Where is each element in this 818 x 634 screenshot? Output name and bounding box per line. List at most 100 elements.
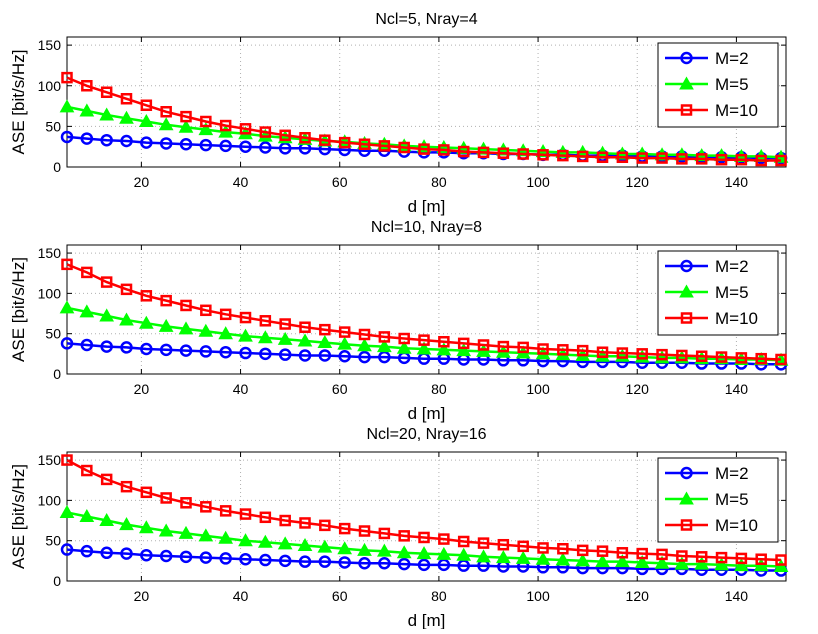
data-point xyxy=(138,315,154,329)
data-point xyxy=(279,514,291,527)
data-point xyxy=(218,326,234,340)
x-tick-label: 120 xyxy=(626,174,650,190)
data-point xyxy=(476,549,491,563)
data-point xyxy=(219,119,232,132)
data-point xyxy=(200,501,212,513)
data-point xyxy=(755,352,767,365)
legend-label: M=5 xyxy=(715,283,749,302)
data-point xyxy=(319,134,331,146)
data-point xyxy=(119,517,134,531)
data-point xyxy=(219,139,232,153)
data-point xyxy=(140,290,153,302)
data-point xyxy=(259,347,272,361)
x-tick-label: 100 xyxy=(526,381,550,397)
data-point xyxy=(557,543,569,555)
x-tick-label: 140 xyxy=(725,381,749,397)
data-point xyxy=(616,547,629,559)
data-point xyxy=(318,349,332,362)
data-point xyxy=(119,110,134,124)
data-point xyxy=(278,554,292,568)
y-tick-label: 50 xyxy=(45,326,61,342)
data-point xyxy=(378,331,391,343)
data-point xyxy=(218,530,234,544)
data-point xyxy=(418,531,430,544)
legend-marker xyxy=(680,312,693,324)
data-point xyxy=(198,528,214,542)
legend-entry-M=2: M=2 xyxy=(665,464,749,483)
data-point xyxy=(259,315,272,327)
data-point xyxy=(676,550,688,562)
data-point xyxy=(200,115,212,128)
data-point xyxy=(81,464,93,477)
data-point xyxy=(735,352,748,364)
data-point xyxy=(138,113,154,127)
data-point xyxy=(238,533,253,547)
data-point xyxy=(456,343,472,357)
data-point xyxy=(674,556,690,570)
data-point xyxy=(676,349,688,362)
data-point xyxy=(555,552,571,566)
data-point xyxy=(357,338,372,352)
data-point xyxy=(100,86,113,98)
data-point xyxy=(616,347,629,359)
data-point xyxy=(80,544,94,558)
x-tick-label: 60 xyxy=(332,588,348,604)
y-tick-label: 0 xyxy=(53,159,61,175)
data-point xyxy=(338,522,351,535)
data-point xyxy=(695,153,708,165)
data-point xyxy=(337,336,353,350)
data-point xyxy=(140,99,153,111)
data-point xyxy=(199,551,213,564)
data-point xyxy=(496,550,511,564)
legend-marker xyxy=(680,466,693,480)
series-line xyxy=(66,76,781,162)
data-point xyxy=(179,344,193,357)
legend-label: M=5 xyxy=(715,75,749,94)
series-line xyxy=(66,458,782,562)
series-M=10 xyxy=(61,454,787,566)
data-point xyxy=(299,321,311,333)
chart-title: Ncl=5, Nray=4 xyxy=(375,11,477,28)
data-point xyxy=(596,346,609,358)
data-point xyxy=(120,283,133,296)
legend-marker xyxy=(680,519,693,531)
data-point xyxy=(317,539,333,553)
data-point xyxy=(180,299,192,312)
data-point xyxy=(537,542,549,554)
legend-entry-M=5: M=5 xyxy=(665,283,749,302)
legend-label: M=2 xyxy=(715,257,749,276)
data-point xyxy=(636,348,648,360)
data-point xyxy=(298,555,312,568)
y-tick-label: 50 xyxy=(45,533,61,549)
data-point xyxy=(219,505,232,517)
data-point xyxy=(755,553,767,565)
data-point xyxy=(120,547,133,560)
data-point xyxy=(299,517,311,529)
y-axis-label: ASE [bit/s/Hz] xyxy=(9,50,28,155)
data-point xyxy=(595,554,610,568)
data-point xyxy=(497,340,510,353)
data-point xyxy=(376,543,392,557)
y-tick-label: 100 xyxy=(38,285,62,301)
x-tick-label: 120 xyxy=(626,381,650,397)
data-point xyxy=(239,346,252,360)
data-point xyxy=(636,152,648,164)
data-point xyxy=(596,545,609,557)
data-point xyxy=(575,553,591,567)
data-point xyxy=(396,340,412,354)
data-point xyxy=(318,555,332,568)
data-point xyxy=(438,144,450,156)
data-point xyxy=(497,538,510,551)
chart-panel-3: 20 40 60 80 100 120 140 0 50 100 150 Ncl=20, Nray=1… xyxy=(9,426,789,630)
data-point xyxy=(378,140,391,152)
data-point xyxy=(160,294,172,307)
x-axis-label: d [m] xyxy=(408,197,446,216)
data-point xyxy=(60,337,74,350)
data-point xyxy=(397,557,411,571)
data-point xyxy=(158,318,174,332)
data-point xyxy=(279,129,291,142)
data-point xyxy=(515,550,531,564)
data-point xyxy=(257,534,273,548)
y-tick-label: 0 xyxy=(53,573,61,589)
